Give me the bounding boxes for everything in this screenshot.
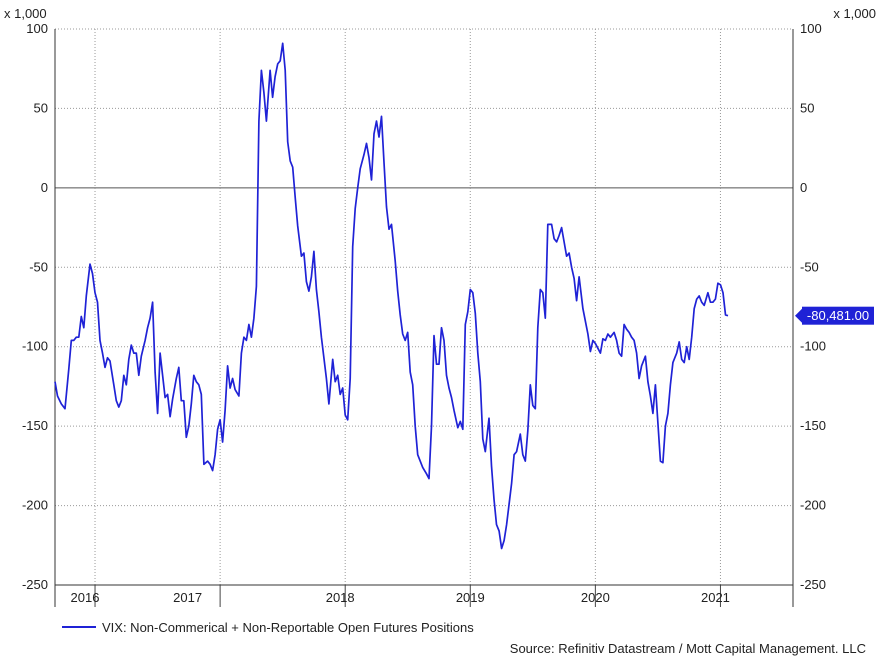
y-tick-label-right: -150: [800, 418, 826, 433]
y-tick-label-left: 0: [41, 180, 48, 195]
y-tick-label-left: -200: [22, 498, 48, 513]
y-tick-label-left: -50: [29, 259, 48, 274]
y-tick-label-right: 100: [800, 21, 822, 36]
y-tick-label-right: -200: [800, 498, 826, 513]
left-axis-unit-label: x 1,000: [4, 6, 47, 21]
x-tick-label: 2021: [701, 590, 730, 605]
series-line: [54, 42, 729, 550]
last-value-badge-pointer: [795, 308, 802, 323]
axes: [54, 29, 794, 607]
y-tick-label-left: 50: [34, 100, 48, 115]
x-tick-label: 2020: [581, 590, 610, 605]
y-tick-label-left: -150: [22, 418, 48, 433]
legend-label: VIX: Non-Commerical + Non-Reportable Ope…: [102, 620, 474, 635]
x-tick-label: 2019: [456, 590, 485, 605]
x-tick-label: 2018: [326, 590, 355, 605]
y-tick-label-right: 50: [800, 100, 814, 115]
last-value-badge: -80,481.00: [795, 306, 874, 325]
y-tick-label-right: -50: [800, 259, 819, 274]
x-tick-label: 2016: [71, 590, 100, 605]
tick-labels: 100 100 50 50 0 0 -50 -50 -100 -100 -150 -150 -200 -2…: [22, 21, 826, 605]
x-tick-label: 2017: [173, 590, 202, 605]
y-tick-label-right: -250: [800, 577, 826, 592]
last-value-label: -80,481.00: [807, 308, 869, 323]
y-tick-label-left: -100: [22, 339, 48, 354]
source-note: Source: Refinitiv Datastream / Mott Capi…: [510, 641, 866, 656]
series-layer: [54, 42, 729, 550]
y-tick-label-right: 0: [800, 180, 807, 195]
legend: VIX: Non-Commerical + Non-Reportable Ope…: [62, 620, 474, 635]
grid: [55, 28, 793, 585]
right-axis-unit-label: x 1,000: [833, 6, 876, 21]
y-tick-label-right: -100: [800, 339, 826, 354]
y-tick-label-left: -250: [22, 577, 48, 592]
y-tick-label-left: 100: [26, 21, 48, 36]
last-value-badge-background: [802, 306, 874, 325]
